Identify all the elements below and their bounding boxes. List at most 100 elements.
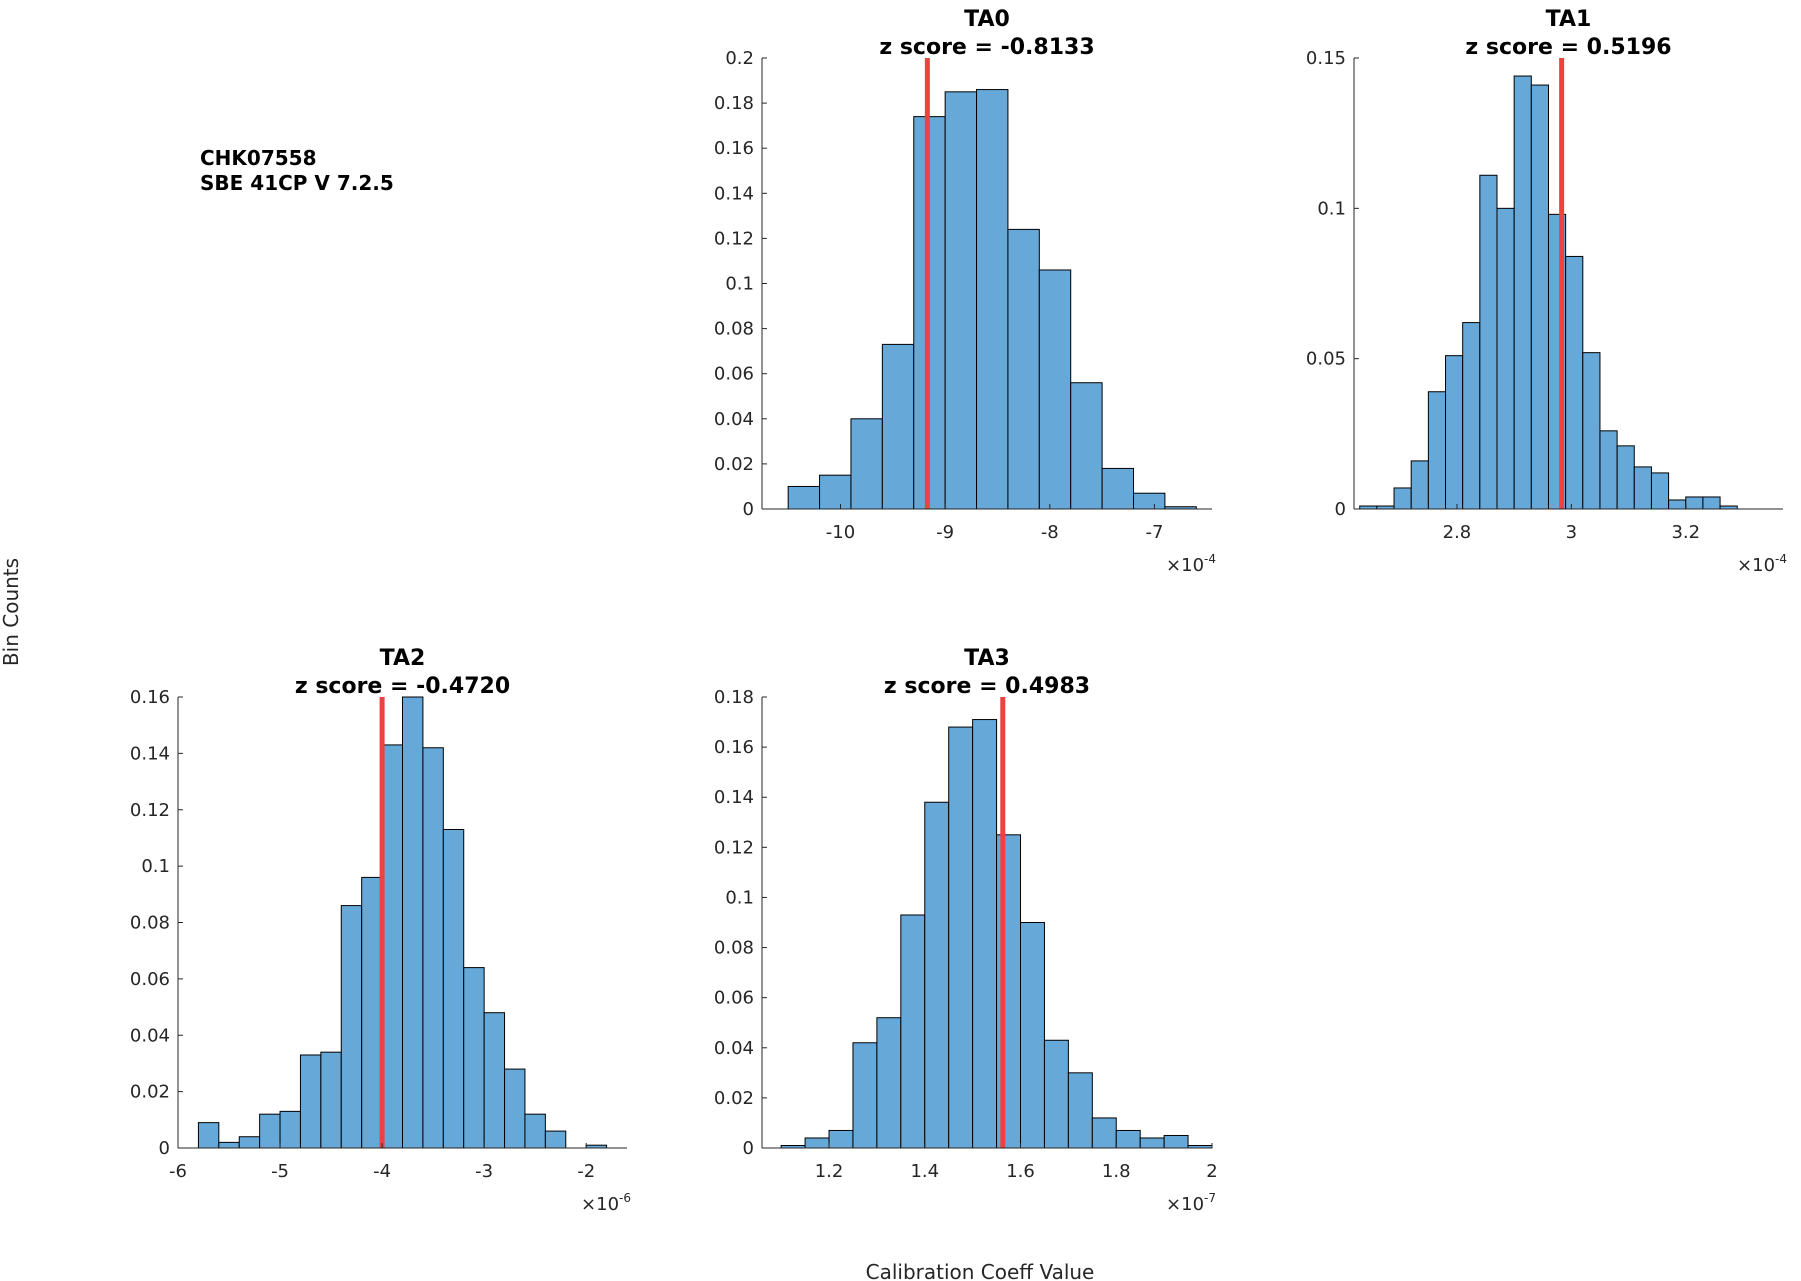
figure-xlabel: Calibration Coeff Value bbox=[866, 1260, 1095, 1281]
histogram-bar bbox=[1133, 492, 1166, 510]
histogram-bar bbox=[804, 1137, 830, 1149]
x-tick-label: 2 bbox=[1206, 1161, 1217, 1182]
x-tick-label: -7 bbox=[1145, 522, 1163, 543]
x-tick-label: -2 bbox=[577, 1161, 595, 1182]
y-tick-label: 0.06 bbox=[714, 364, 754, 385]
axis-exponent-power: -4 bbox=[1204, 552, 1216, 566]
histogram-bar bbox=[544, 1130, 567, 1149]
y-tick-label: 0.18 bbox=[714, 93, 754, 114]
histogram-bar bbox=[972, 719, 998, 1149]
y-tick-label: 0.18 bbox=[714, 687, 754, 708]
histogram-bar bbox=[1650, 472, 1670, 510]
histogram-bar bbox=[1445, 355, 1464, 510]
x-tick-label: 2.8 bbox=[1443, 522, 1472, 543]
histogram-bar bbox=[402, 696, 424, 1149]
chart-title: TA2 bbox=[380, 646, 426, 671]
x-tick-label: 3.2 bbox=[1671, 522, 1700, 543]
histogram-bar bbox=[1007, 228, 1040, 510]
histogram-bar bbox=[852, 1042, 878, 1149]
y-tick-label: 0.1 bbox=[1317, 198, 1346, 219]
histogram-bar bbox=[1599, 430, 1618, 510]
histogram-bar bbox=[1530, 84, 1549, 510]
y-tick-label: 0.06 bbox=[714, 988, 754, 1009]
histogram-bar bbox=[1496, 207, 1515, 510]
x-tick-label: 1.6 bbox=[1006, 1161, 1035, 1182]
histogram-bar bbox=[1038, 269, 1072, 510]
figure-ylabel: Bin Counts bbox=[0, 558, 23, 666]
y-tick-label: 0.02 bbox=[714, 454, 754, 475]
x-tick-label: -6 bbox=[169, 1161, 187, 1182]
histogram-bar bbox=[1685, 496, 1704, 510]
y-tick-label: 0.08 bbox=[714, 938, 754, 959]
histogram-bar bbox=[924, 801, 950, 1149]
y-tick-label: 0.05 bbox=[1306, 349, 1346, 370]
histogram-bar bbox=[1091, 1117, 1117, 1149]
x-tick-label: -9 bbox=[936, 522, 954, 543]
y-tick-label: 0.06 bbox=[130, 969, 170, 990]
histogram-bar bbox=[340, 905, 363, 1149]
histogram-bar bbox=[850, 418, 883, 510]
histogram-bar bbox=[1616, 445, 1635, 510]
axis-exponent-power: -7 bbox=[1204, 1191, 1216, 1205]
histogram-bar bbox=[1702, 496, 1721, 510]
histogram-bar bbox=[1043, 1039, 1069, 1149]
histogram-bar bbox=[463, 967, 485, 1149]
histogram-panel-ta2: 0 0.02 0.04 0.06 0.08 0.1 0.12 0.14 0.16 -6 -5 -4 -3… bbox=[130, 646, 631, 1215]
y-tick-label: 0.16 bbox=[130, 687, 170, 708]
histogram-bar bbox=[787, 485, 821, 510]
y-tick-label: 0.1 bbox=[725, 887, 754, 908]
chart-subtitle: z score = 0.4983 bbox=[884, 674, 1090, 699]
x-tick-label: -10 bbox=[826, 522, 855, 543]
axis-exponent-power: -4 bbox=[1775, 552, 1787, 566]
histogram-bar bbox=[1513, 75, 1532, 510]
histogram-bar bbox=[259, 1113, 281, 1149]
y-tick-label: 0.12 bbox=[714, 837, 754, 858]
y-tick-label: 0.12 bbox=[130, 800, 170, 821]
x-tick-label: 1.2 bbox=[815, 1161, 844, 1182]
histogram-bar bbox=[1633, 466, 1652, 510]
histogram-bar bbox=[238, 1136, 261, 1149]
y-tick-label: 0.12 bbox=[714, 228, 754, 249]
y-tick-label: 0.1 bbox=[141, 856, 170, 877]
histogram-bar bbox=[1668, 499, 1687, 510]
y-tick-label: 0.15 bbox=[1306, 48, 1346, 69]
histogram-bar bbox=[381, 744, 404, 1149]
x-tick-label: -4 bbox=[373, 1161, 391, 1182]
histogram-bar bbox=[1462, 322, 1481, 510]
instrument-id-label: CHK07558 bbox=[200, 146, 317, 170]
x-tick-label: 1.4 bbox=[910, 1161, 939, 1182]
histogram-bar bbox=[279, 1110, 301, 1149]
histogram-bar bbox=[900, 914, 926, 1149]
histogram-bar bbox=[1565, 255, 1584, 510]
histogram-bar bbox=[819, 474, 852, 510]
histogram-bar bbox=[442, 828, 465, 1149]
y-tick-label: 0.02 bbox=[130, 1082, 170, 1103]
histogram-bar bbox=[1020, 922, 1045, 1149]
y-tick-label: 0.04 bbox=[714, 1038, 754, 1059]
y-tick-label: 0.08 bbox=[714, 319, 754, 340]
histogram-panel-ta3: 0 0.02 0.04 0.06 0.08 0.1 0.12 0.14 0.16 0.18 1.2 1… bbox=[714, 646, 1218, 1215]
histogram-bar bbox=[828, 1129, 854, 1149]
histogram-bar bbox=[1479, 174, 1498, 510]
histogram-bar bbox=[1393, 487, 1412, 510]
y-tick-label: 0.14 bbox=[714, 183, 754, 204]
y-tick-label: 0.08 bbox=[130, 913, 170, 934]
histogram-bar bbox=[1070, 382, 1103, 510]
y-tick-label: 0.14 bbox=[714, 787, 754, 808]
histogram-bar bbox=[944, 91, 978, 510]
x-tick-label: 3 bbox=[1566, 522, 1577, 543]
histogram-bar bbox=[361, 876, 383, 1149]
histogram-bar bbox=[299, 1054, 322, 1149]
histogram-bar bbox=[1115, 1129, 1141, 1149]
histogram-bar bbox=[996, 834, 1022, 1149]
x-tick-label: 1.8 bbox=[1102, 1161, 1131, 1182]
histogram-bar bbox=[197, 1122, 220, 1149]
histogram-bar bbox=[1067, 1072, 1093, 1149]
histogram-bar bbox=[422, 747, 444, 1149]
chart-title: TA3 bbox=[964, 646, 1010, 671]
histogram-bar bbox=[218, 1141, 240, 1149]
histogram-bar bbox=[948, 726, 974, 1149]
x-tick-label: -5 bbox=[271, 1161, 289, 1182]
